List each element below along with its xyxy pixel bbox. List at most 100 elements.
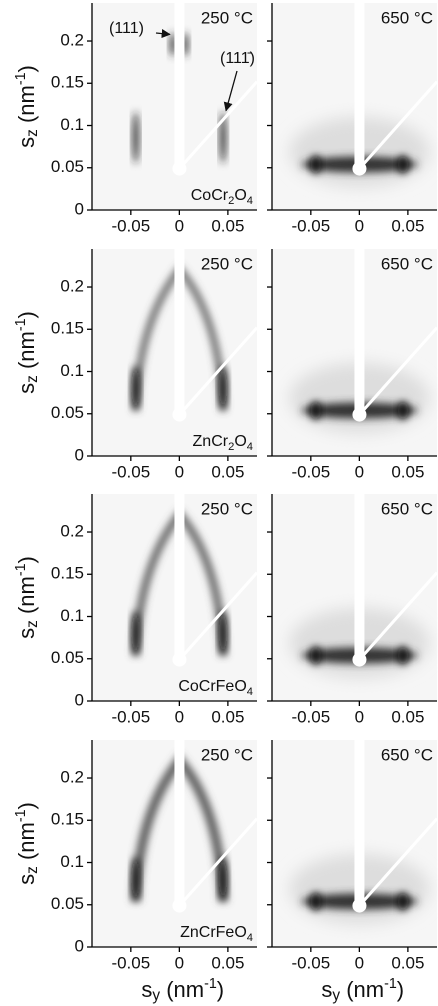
annotation: (111) [109, 20, 144, 37]
sample-label-part: CoCrFeO [178, 678, 246, 695]
y-tick-label: 0.15 [51, 810, 84, 829]
spot [310, 892, 321, 911]
x-axis-title-part: ) [397, 977, 404, 1002]
annotation-arrow [223, 70, 238, 112]
sample-label-sub: 4 [247, 441, 253, 453]
y-axis-title-part: s [14, 137, 39, 148]
x-tick-label: 0.05 [211, 216, 244, 235]
y-tick-label: 0.2 [60, 31, 84, 50]
y-tick-label: 0.1 [60, 361, 84, 380]
x-tick-label: -0.05 [111, 953, 150, 972]
annotation-arrow [155, 29, 171, 39]
y-axis-title: sz (nm-1) [13, 65, 41, 148]
sample-label-sub: 2 [228, 195, 234, 207]
temperature-label: 250 °C [201, 254, 253, 273]
beam-stop-disc [352, 652, 367, 667]
y-axis-title-sub: z [24, 375, 41, 383]
y-tick-label: 0.1 [60, 852, 84, 871]
beam-stop-disc [352, 407, 367, 422]
spot [310, 401, 321, 420]
y-tick-label: 0.1 [60, 115, 84, 134]
x-tick-label: 0 [175, 953, 184, 972]
sample-label-part: CoCr [191, 187, 229, 204]
sample-label-part: O [234, 187, 246, 204]
sample-label-sub: 4 [247, 932, 253, 944]
scattering-pattern [289, 494, 438, 679]
beam-streak [178, 571, 259, 661]
spot [398, 401, 409, 420]
y-axis-title-part: ) [14, 311, 39, 318]
x-axis-title: sy (nm-1) [321, 976, 404, 1004]
y-tick-label: 0.2 [60, 522, 84, 541]
temperature-label: 250 °C [201, 499, 253, 518]
y-axis-title: sz (nm-1) [13, 556, 41, 639]
spot [310, 155, 321, 174]
x-tick-label: -0.05 [111, 707, 150, 726]
x-tick-label: 0 [175, 216, 184, 235]
streak [219, 856, 228, 901]
beam-stop-disc [352, 898, 367, 913]
y-axis-title-part: (nm [14, 576, 39, 620]
beam-streak [178, 326, 259, 416]
x-axis-title-part: s [321, 977, 332, 1002]
beam-streak [358, 80, 438, 170]
y-tick-label: 0.05 [51, 157, 84, 176]
x-tick-label: 0.05 [391, 462, 424, 481]
y-tick-label: 0 [75, 199, 84, 218]
beam-stop [354, 249, 365, 415]
x-tick-label: -0.05 [111, 462, 150, 481]
streak [220, 111, 227, 164]
sample-label-sub: 4 [247, 686, 253, 698]
x-tick-label: 0.05 [211, 462, 244, 481]
scattering-pattern [131, 249, 259, 422]
sample-label: CoCrFeO4 [178, 678, 253, 698]
sample-label-part: ZnCrFeO [180, 924, 247, 941]
temperature-label: 250 °C [201, 8, 253, 27]
x-axis-title-sub: y [332, 987, 340, 1004]
sample-label-part: O [234, 433, 246, 450]
temperature-label: 650 °C [381, 499, 433, 518]
y-tick-label: 0 [75, 690, 84, 709]
y-axis-title-part: s [14, 628, 39, 639]
streak [131, 610, 140, 655]
y-axis-title-part: ) [14, 802, 39, 809]
x-tick-label: 0 [355, 953, 364, 972]
y-axis-title-sub: z [24, 866, 41, 874]
y-axis-title-sup: -1 [13, 318, 29, 331]
scattering-pattern [131, 494, 259, 667]
sample-label-sub: 2 [228, 441, 234, 453]
y-tick-label: 0.05 [51, 894, 84, 913]
sample-label-sub: 4 [247, 195, 253, 207]
y-axis-title-sup: -1 [13, 72, 29, 85]
beam-streak [358, 326, 438, 416]
spot [398, 892, 409, 911]
beam-stop-disc [172, 898, 187, 913]
y-axis-title-part: ) [14, 556, 39, 563]
beam-stop-disc [352, 161, 367, 176]
y-axis-title-sup: -1 [13, 809, 29, 822]
x-tick-label: 0.05 [211, 707, 244, 726]
temperature-label: 650 °C [381, 8, 433, 27]
scattering-pattern [289, 740, 438, 925]
y-tick-label: 0.2 [60, 277, 84, 296]
y-axis-title-part: ) [14, 65, 39, 72]
y-tick-label: 0 [75, 936, 84, 955]
x-axis-title-sup: -1 [384, 976, 397, 992]
scattering-pattern [289, 249, 438, 434]
scattering-pattern [289, 3, 438, 188]
x-tick-label: 0 [175, 462, 184, 481]
beam-stop-disc [172, 652, 187, 667]
x-axis-title-part: (nm [160, 977, 204, 1002]
y-tick-label: 0.15 [51, 73, 84, 92]
y-axis-title-part: s [14, 874, 39, 885]
x-tick-label: 0.05 [391, 216, 424, 235]
temperature-label: 650 °C [381, 254, 433, 273]
y-axis-title-sub: z [24, 129, 41, 137]
x-axis-title-sup: -1 [204, 976, 217, 992]
x-tick-label: 0 [355, 707, 364, 726]
sample-label-part: ZnCr [193, 433, 229, 450]
scattering-pattern [131, 740, 259, 913]
y-axis-title: sz (nm-1) [13, 802, 41, 885]
beam-stop [174, 249, 185, 415]
